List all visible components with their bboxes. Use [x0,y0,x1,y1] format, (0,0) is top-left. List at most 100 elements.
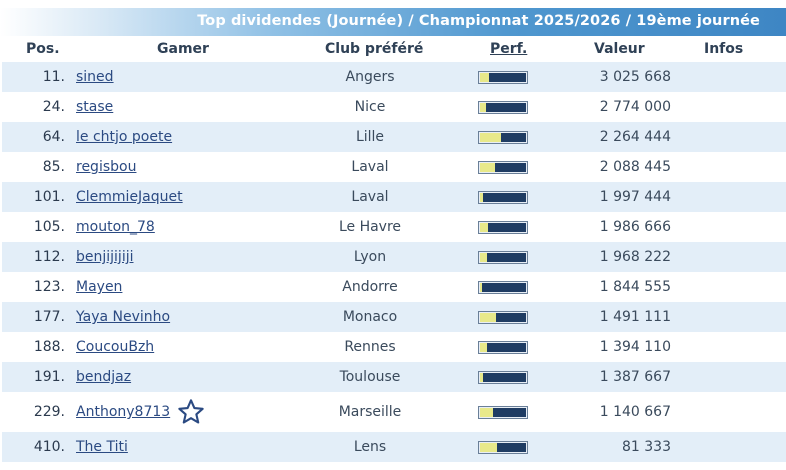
column-header-valeur: Valeur [594,41,645,57]
panel-title: Top dividendes (Journée) / Championnat 2… [197,13,760,29]
row-position: 188. [33,339,65,355]
perf-bar-fill [480,408,493,417]
favorite-club: Andorre [342,279,398,295]
favorite-club: Le Havre [338,219,402,235]
perf-bar [478,311,528,324]
row-value: 1 140 667 [599,404,671,420]
row-value: 2 264 444 [599,129,671,145]
perf-bar-fill [480,343,487,352]
gamer-link[interactable]: regisbou [76,159,137,175]
gamer-link[interactable]: sined [76,69,114,85]
favorite-club: Laval [351,189,389,205]
title-bar: Top dividendes (Journée) / Championnat 2… [0,8,786,36]
perf-bar-fill [480,103,486,112]
gamer-link[interactable]: Mayen [76,279,123,295]
table-row: 64. le chtjo poete Lille 2 264 444 [2,122,786,152]
favorite-club: Lyon [353,249,387,265]
gamer-link[interactable]: CoucouBzh [76,339,155,355]
gamer-link[interactable]: Anthony8713 [76,404,171,420]
star-outline-icon [177,398,205,430]
row-position: 105. [33,219,65,235]
column-header-gamer: Gamer [157,41,209,57]
column-header-pos: Pos. [26,41,60,57]
perf-bar [478,71,528,84]
row-position: 112. [33,249,65,265]
table-row: 105. mouton_78 Le Havre 1 986 666 [2,212,786,242]
gamer-link[interactable]: bendjaz [76,369,132,385]
column-header-club: Club préféré [325,41,424,57]
perf-bar-fill [480,313,496,322]
row-position: 229. [33,404,65,420]
perf-bar-fill [480,133,501,142]
gamer-link[interactable]: Yaya Nevinho [76,309,171,325]
table-row: 24. stase Nice 2 774 000 [2,92,786,122]
favorite-club: Lille [355,129,385,145]
row-value: 3 025 668 [599,69,671,85]
row-value: 1 491 111 [599,309,671,325]
row-position: 123. [33,279,65,295]
row-value: 81 333 [622,439,671,455]
row-position: 11. [42,69,65,85]
row-position: 24. [42,99,65,115]
table-row: 85. regisbou Laval 2 088 445 [2,152,786,182]
ranking-table: 11. sined Angers 3 025 668 24. stase Nice 2 774… [2,62,786,462]
row-position: 101. [33,189,65,205]
perf-bar [478,341,528,354]
gamer-link[interactable]: ClemmieJaquet [76,189,183,205]
table-row: 229. Anthony8713 Marseille 1 140 667 [2,392,786,432]
favorite-club: Nice [354,99,386,115]
column-header-perf-sort-link[interactable]: Perf. [490,41,528,57]
table-row: 191. bendjaz Toulouse 1 387 667 [2,362,786,392]
perf-bar-fill [480,283,482,292]
row-value: 1 387 667 [599,369,671,385]
perf-bar [478,251,528,264]
row-position: 85. [42,159,65,175]
table-row: 177. Yaya Nevinho Monaco 1 491 111 [2,302,786,332]
table-row: 112. benjijijiji Lyon 1 968 222 [2,242,786,272]
row-position: 410. [33,439,65,455]
gamer-link[interactable]: benjijijiji [76,249,134,265]
row-position: 64. [42,129,65,145]
row-value: 1 997 444 [599,189,671,205]
table-row: 410. The Titi Lens 81 333 [2,432,786,462]
column-header-infos: Infos [704,41,744,57]
table-row: 11. sined Angers 3 025 668 [2,62,786,92]
row-value: 2 088 445 [599,159,671,175]
favorite-club: Monaco [342,309,398,325]
perf-bar-fill [480,373,483,382]
favorite-club: Marseille [338,404,402,420]
row-value: 1 986 666 [599,219,671,235]
perf-bar-fill [480,163,495,172]
perf-bar [478,191,528,204]
row-value: 1 844 555 [599,279,671,295]
perf-bar-fill [480,73,489,82]
gamer-link[interactable]: le chtjo poete [76,129,173,145]
favorite-club: Toulouse [339,369,401,385]
perf-bar-fill [480,253,487,262]
row-position: 191. [33,369,65,385]
favorite-club: Laval [351,159,389,175]
perf-bar [478,371,528,384]
table-row: 101. ClemmieJaquet Laval 1 997 444 [2,182,786,212]
perf-bar [478,221,528,234]
favorite-club: Rennes [344,339,396,355]
favorite-club: Angers [345,69,395,85]
perf-bar [478,131,528,144]
perf-bar-fill [480,443,497,452]
table-row: 123. Mayen Andorre 1 844 555 [2,272,786,302]
perf-bar [478,101,528,114]
perf-bar [478,161,528,174]
gamer-link[interactable]: The Titi [76,439,128,455]
gamer-link[interactable]: stase [76,99,114,115]
row-value: 1 968 222 [599,249,671,265]
perf-bar [478,281,528,294]
row-value: 1 394 110 [599,339,671,355]
favorite-club: Lens [353,439,387,455]
perf-bar-fill [480,193,483,202]
table-header: Pos. Gamer Club préféré Perf. Valeur Inf… [0,36,786,62]
perf-bar [478,406,528,419]
perf-bar [478,441,528,454]
table-row: 188. CoucouBzh Rennes 1 394 110 [2,332,786,362]
gamer-link[interactable]: mouton_78 [76,219,155,235]
